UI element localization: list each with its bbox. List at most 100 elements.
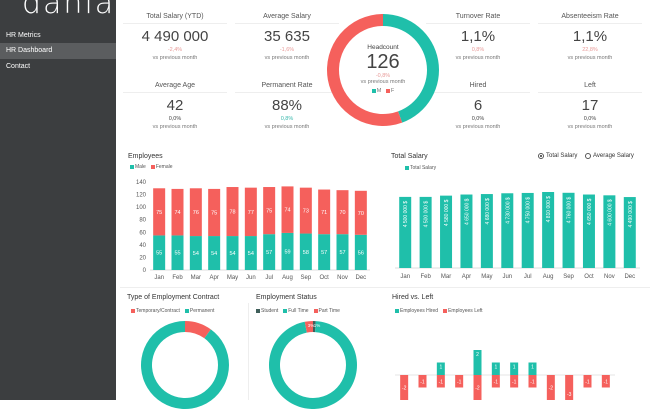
bar-total-salary: [460, 194, 473, 268]
data-label-male: 54: [193, 251, 199, 257]
bar-total-salary: [440, 195, 453, 268]
x-tick-label: Nov: [337, 275, 348, 281]
x-tick-label: Jun: [246, 275, 256, 281]
data-label: 4 490 000 $: [628, 201, 634, 228]
data-label-female: 75: [266, 209, 272, 215]
bar-male: [171, 235, 184, 270]
sidebar-item-contact[interactable]: Contact: [6, 63, 31, 70]
bar-hired: [510, 362, 519, 375]
radio-average-salary[interactable]: Average Salary: [585, 153, 634, 159]
bar-female: [189, 188, 202, 237]
kpi-value: 35 635: [264, 28, 310, 45]
kpi-title: Average Age: [123, 81, 227, 93]
x-tick-label: Oct: [319, 275, 329, 281]
data-label-male: 57: [321, 250, 327, 256]
x-tick-label: Dec: [624, 274, 635, 280]
kpi-change: 0,0%: [583, 116, 597, 122]
hired-left-title: Hired vs. Left: [392, 294, 434, 301]
x-tick-label: Aug: [282, 275, 293, 281]
kpi-title: Permanent Rate: [235, 81, 339, 93]
data-label-female: 71: [321, 210, 327, 216]
x-tick-label: Aug: [543, 274, 554, 280]
radio-unselected-icon: [585, 153, 591, 159]
status-slice: [269, 321, 357, 409]
data-label-hired: 1: [513, 365, 516, 371]
radio-label: Total Salary: [546, 153, 578, 159]
kpi-change: 0,8%: [280, 116, 294, 122]
bar-left: [473, 375, 482, 400]
kpi-title: Left: [538, 81, 642, 93]
kpi-value: 88%: [271, 97, 303, 114]
bar-left: [546, 375, 555, 400]
kpi-card: Turnover Rate 1,1% 0,8% vs previous mont…: [426, 12, 530, 61]
data-label: 4 600 000 $: [607, 199, 613, 226]
bar-female: [244, 187, 257, 237]
legend-m: M: [376, 88, 382, 94]
kpi-value: 1,1%: [572, 28, 608, 45]
data-label-left: -2: [402, 386, 407, 392]
bar-female: [281, 186, 294, 233]
headcount-legend: M F: [333, 88, 433, 94]
bar-left: [455, 375, 464, 388]
data-label-left: -1: [420, 379, 425, 385]
data-label: 4 580 000 $: [444, 199, 450, 226]
data-label-male: 58: [303, 250, 309, 256]
bar-male: [189, 236, 202, 270]
bar-total-salary: [562, 192, 575, 268]
bar-male: [354, 234, 367, 270]
kpi-subtitle: vs previous month: [567, 55, 613, 61]
bar-left: [565, 375, 574, 400]
headcount-change: -0,8%: [375, 73, 391, 79]
bar-hired: [528, 362, 537, 375]
kpi-change: 0,0%: [168, 116, 182, 122]
bar-left: [601, 375, 610, 388]
data-label-female: 77: [248, 210, 254, 216]
kpi-card: Left 17 0,0% vs previous month: [538, 81, 642, 130]
bar-left: [510, 375, 519, 388]
y-tick-label: 100: [136, 205, 147, 211]
bar-left: [436, 375, 445, 388]
data-label-left: -2: [475, 386, 480, 392]
sidebar-item-hr-dashboard[interactable]: HR Dashboard: [0, 43, 116, 59]
contract-slice: [185, 321, 211, 339]
kpi-change: 0,8%: [471, 47, 485, 53]
data-label-male: 55: [174, 251, 180, 257]
data-label-male: 55: [156, 251, 162, 257]
bar-male: [281, 232, 294, 270]
sidebar-item-hr-metrics[interactable]: HR Metrics: [6, 32, 41, 39]
y-tick-label: 0: [143, 268, 147, 274]
status-slice: [304, 321, 313, 333]
data-label-female: 70: [358, 211, 364, 217]
kpi-change: 0,0%: [471, 116, 485, 122]
kpi-value: 17: [581, 97, 599, 114]
data-label-female: 73: [303, 209, 309, 215]
contract-slice: [141, 321, 229, 409]
bar-female: [318, 189, 331, 235]
hired-left-chart: -2 -1 1 -1 -1 2 -2 1 -1 1 -1 1 -1 -2 -3 -1 -1: [395, 350, 615, 400]
x-tick-label: Feb: [420, 274, 431, 280]
bar-male: [226, 236, 239, 270]
kpi-subtitle: vs previous month: [264, 55, 310, 61]
bar-female: [336, 190, 349, 235]
data-label-male: 59: [284, 249, 290, 255]
data-label: 4 810 000 $: [546, 196, 552, 223]
legend-full-time: Full Time: [288, 308, 309, 314]
data-label-female: 75: [211, 210, 217, 216]
status-legend: Student Full Time Part Time: [256, 308, 340, 314]
bar-male: [299, 233, 312, 270]
kpi-change: -2,4%: [167, 47, 183, 53]
bar-female: [153, 188, 166, 236]
data-label-left: -1: [530, 379, 535, 385]
bar-female: [171, 188, 184, 236]
kpi-value: 6: [473, 97, 483, 114]
data-label-male: 57: [266, 250, 272, 256]
salary-legend: Total Salary: [405, 165, 436, 171]
kpi-title: Turnover Rate: [426, 12, 530, 24]
headcount-donut: [327, 14, 440, 126]
data-label-left: -1: [457, 379, 462, 385]
x-tick-label: Dec: [355, 275, 366, 281]
bar-left: [528, 375, 537, 388]
radio-total-salary[interactable]: Total Salary: [538, 153, 577, 159]
kpi-subtitle: vs previous month: [455, 124, 501, 130]
bar-female: [354, 190, 367, 235]
